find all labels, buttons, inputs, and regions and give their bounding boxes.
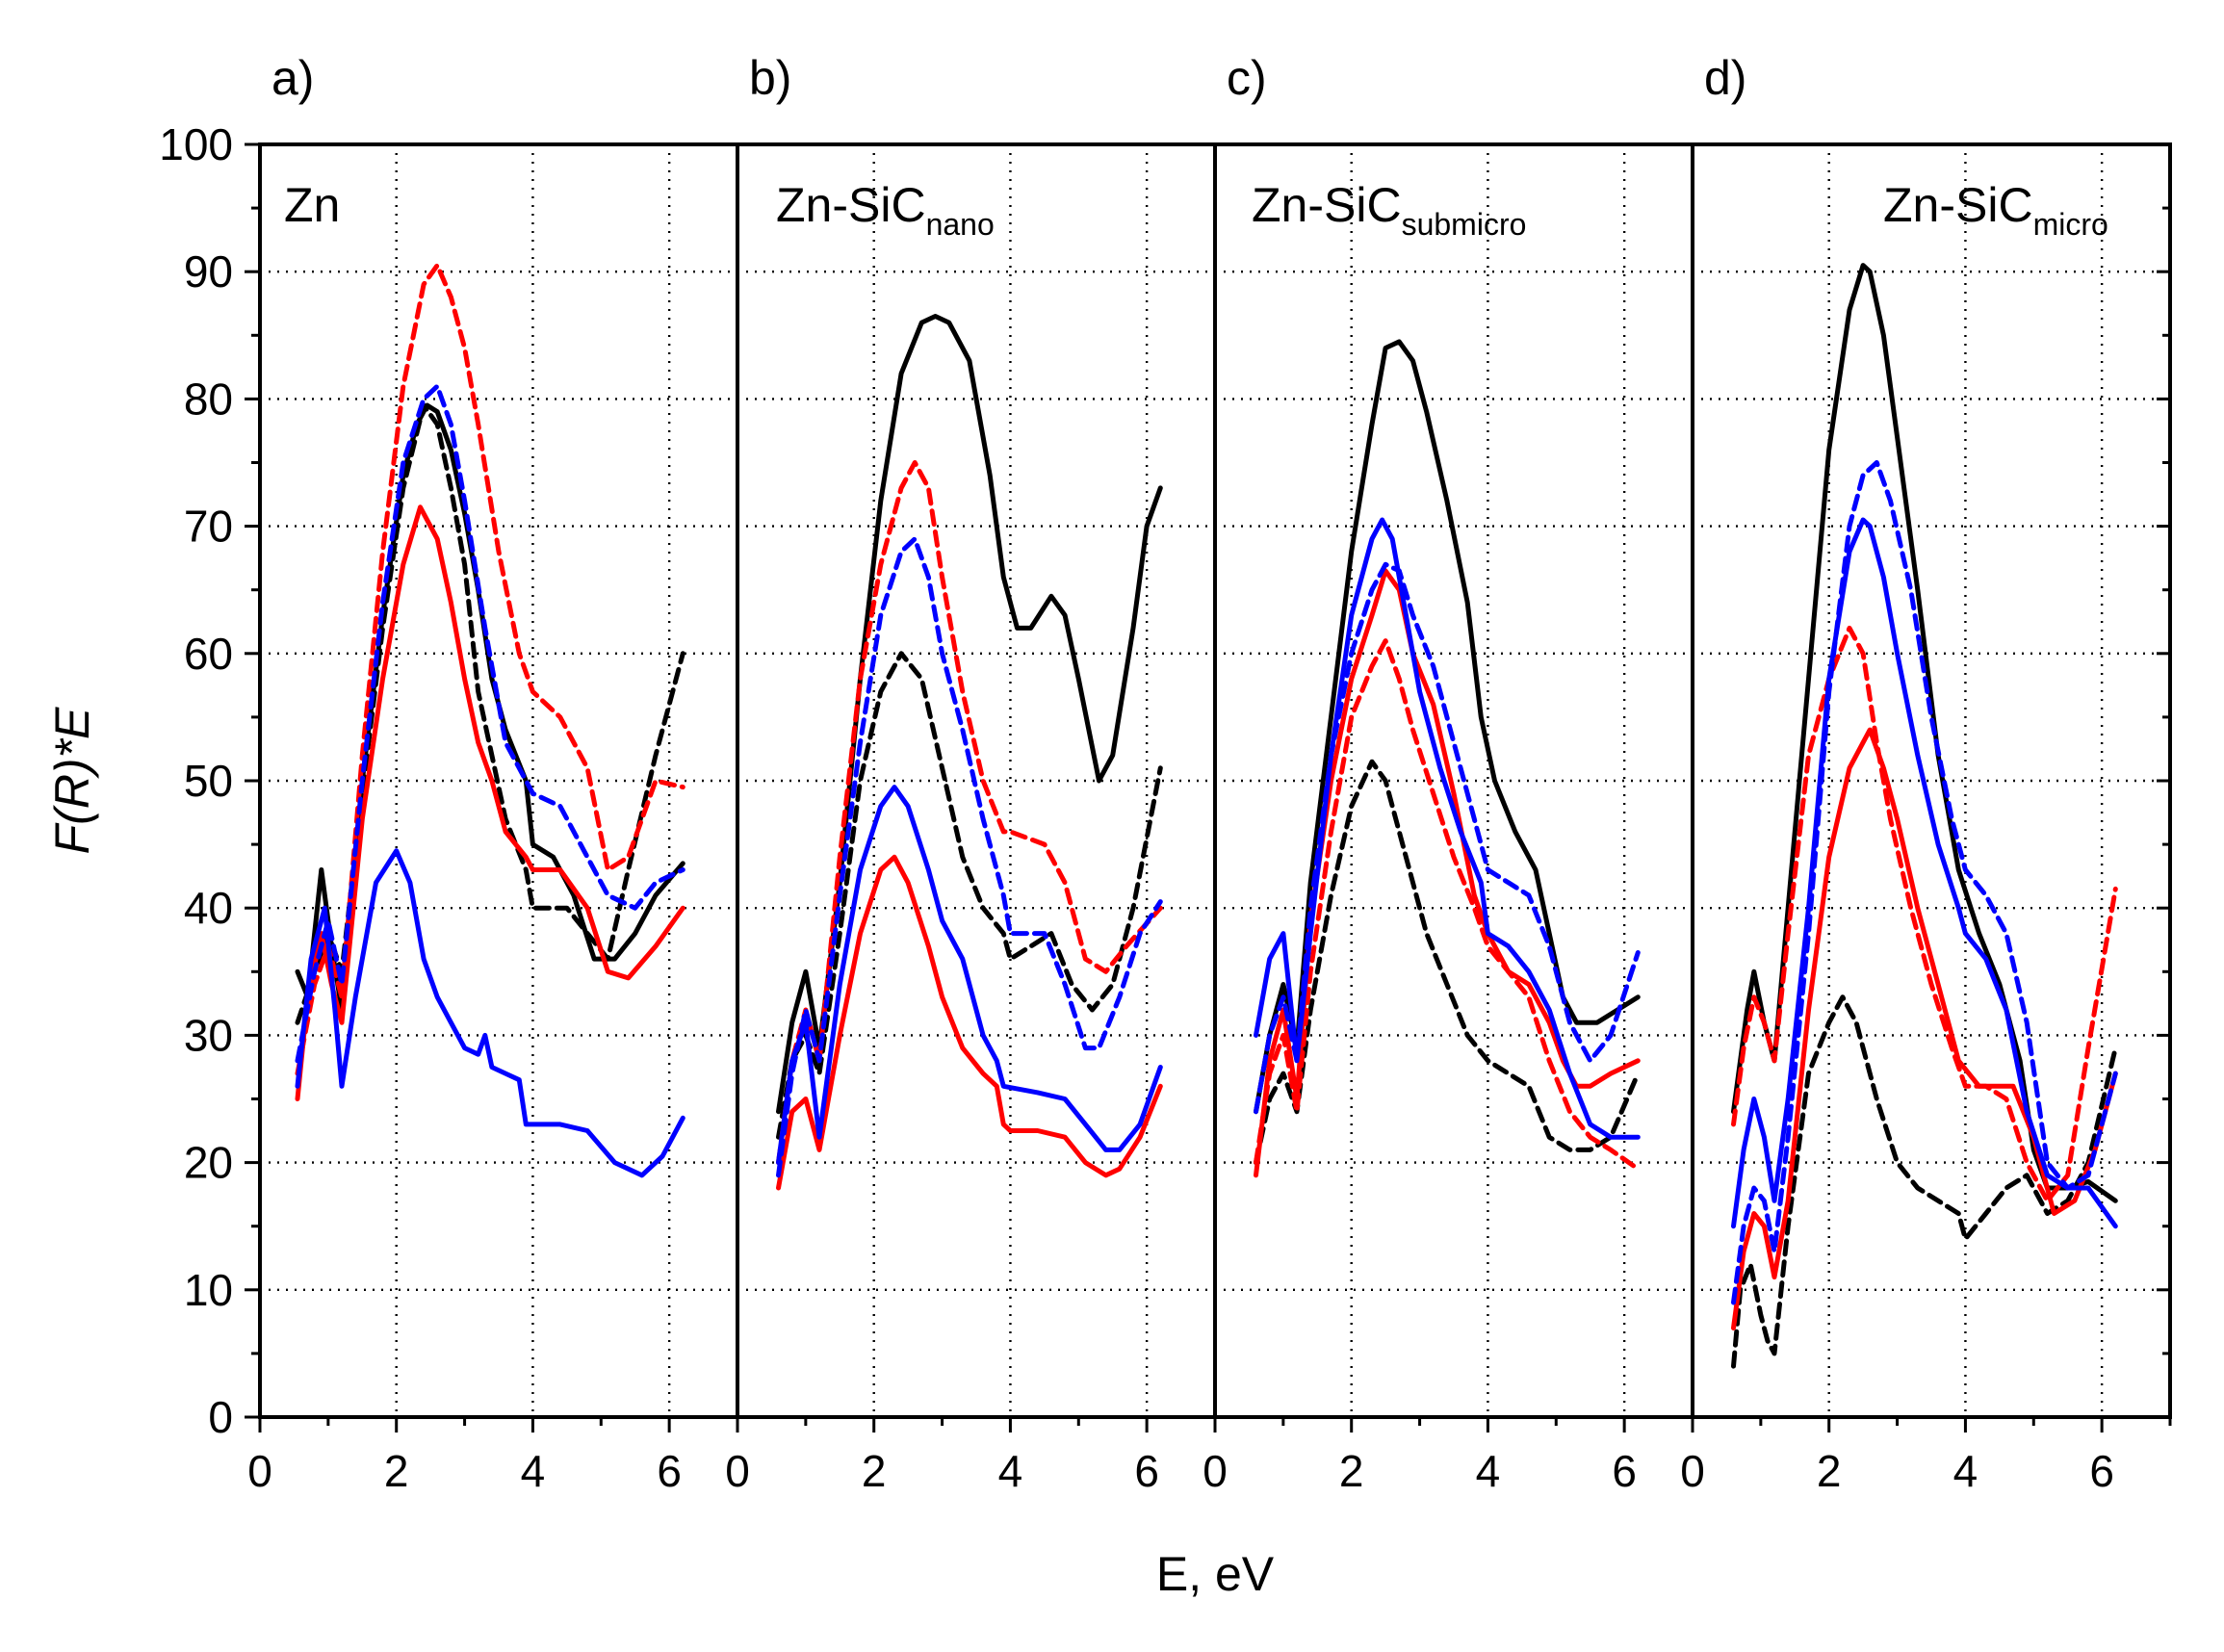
x-axis-title: E, eV (1156, 1547, 1275, 1601)
series-line-b-black-dashed (776, 651, 1163, 1140)
panel-title: Zn-SiCmicro (1883, 178, 2108, 242)
series-line-a-blue-solid (295, 848, 685, 1178)
y-axis-title: F(R)*E (45, 707, 99, 854)
y-tick-label: 90 (184, 246, 233, 297)
series-line-a-red-solid (295, 504, 685, 1101)
series-layer (295, 263, 2118, 1369)
panel-title-main: Zn-SiC (776, 178, 926, 232)
series-line-c-blue-dashed (1254, 561, 1641, 1115)
y-tick-label: 70 (184, 502, 233, 552)
axes-layer (245, 142, 2172, 1433)
x-tick-label: 2 (1339, 1446, 1364, 1496)
series-line-d-blue-solid (1731, 517, 2118, 1229)
y-tick-label: 100 (159, 119, 233, 169)
y-tick-label: 50 (184, 756, 233, 806)
x-tick-label: 4 (1953, 1446, 1978, 1496)
x-tick-label: 0 (247, 1446, 272, 1496)
y-tick-label: 20 (184, 1138, 233, 1188)
panel-title: Zn (284, 178, 340, 232)
x-tick-label: 6 (1612, 1446, 1637, 1496)
x-tick-label: 2 (384, 1446, 409, 1496)
series-line-d-red-dashed (1731, 625, 2118, 1203)
panel-label: d) (1704, 51, 1746, 105)
x-tick-label: 6 (2089, 1446, 2114, 1496)
panel-title-main: Zn (284, 178, 340, 232)
plot-frame (258, 142, 2172, 1419)
x-tick-label: 2 (1817, 1446, 1842, 1496)
series-line-b-blue-solid (776, 785, 1163, 1166)
panel-label: a) (272, 51, 314, 105)
series-line-a-blue-dashed (295, 383, 685, 1064)
y-tick-label: 80 (184, 374, 233, 424)
y-tick-label: 40 (184, 883, 233, 933)
panel-title-subscript: micro (2033, 207, 2108, 242)
panel-label: c) (1227, 51, 1267, 105)
panel-title: Zn-SiCnano (776, 178, 995, 242)
x-tick-label: 6 (657, 1446, 682, 1496)
x-tick-label: 4 (998, 1446, 1023, 1496)
y-tick-label: 60 (184, 629, 233, 679)
series-line-b-red-solid (776, 854, 1163, 1191)
y-tick-label: 30 (184, 1010, 233, 1060)
grid-layer (260, 144, 2170, 1417)
panel-title: Zn-SiCsubmicro (1252, 178, 1526, 242)
x-tick-label: 0 (725, 1446, 750, 1496)
series-line-c-red-dashed (1254, 638, 1641, 1172)
panel-label: b) (749, 51, 791, 105)
series-line-d-black-dashed (1731, 994, 2118, 1369)
x-tick-label: 4 (1476, 1446, 1501, 1496)
series-line-d-blue-dashed (1731, 460, 2118, 1305)
panel-title-subscript: nano (926, 207, 995, 242)
x-tick-label: 2 (862, 1446, 887, 1496)
panel-title-main: Zn-SiC (1252, 178, 1402, 232)
y-tick-label: 0 (208, 1392, 233, 1442)
series-line-b-blue-dashed (776, 536, 1163, 1178)
y-tick-label: 10 (184, 1265, 233, 1315)
x-tick-label: 0 (1680, 1446, 1705, 1496)
x-tick-label: 6 (1134, 1446, 1159, 1496)
x-tick-label: 4 (521, 1446, 546, 1496)
panel-title-subscript: submicro (1402, 207, 1527, 242)
panel-title-main: Zn-SiC (1883, 178, 2033, 232)
x-tick-label: 0 (1203, 1446, 1228, 1496)
